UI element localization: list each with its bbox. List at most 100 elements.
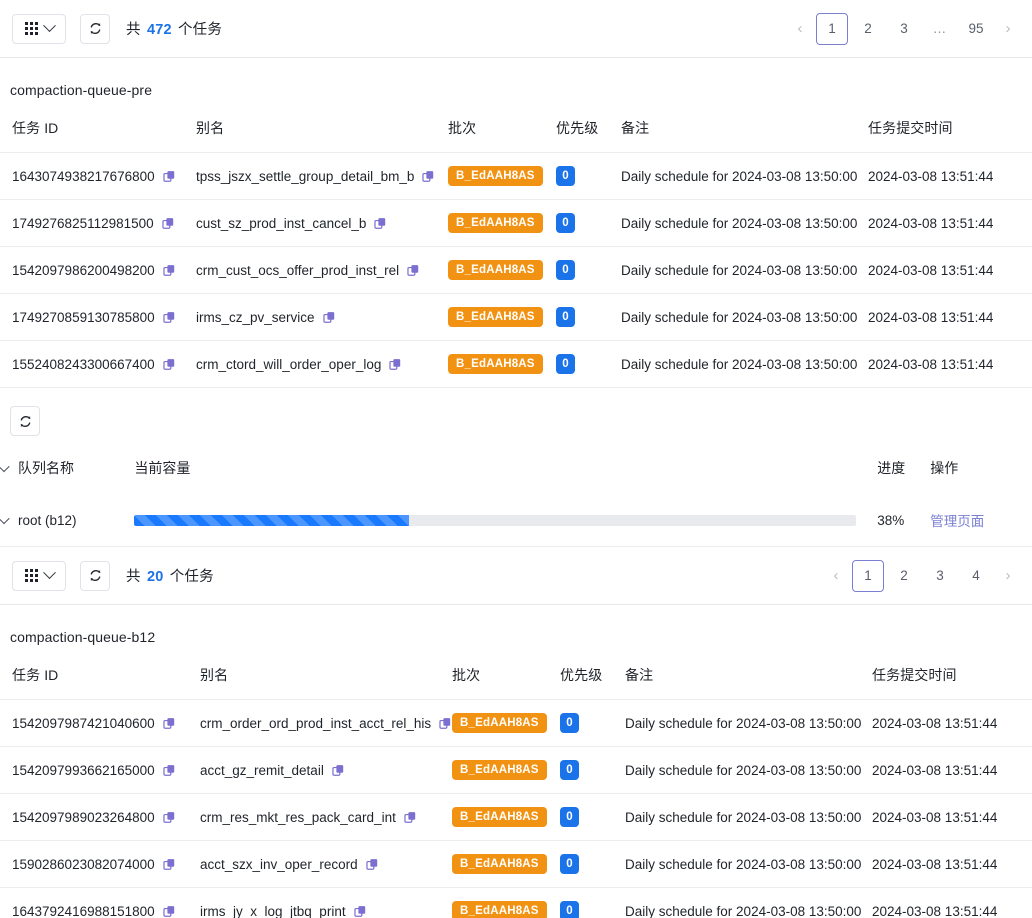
chevron-down-icon[interactable] — [0, 460, 10, 473]
copy-icon[interactable] — [332, 764, 345, 777]
alias-value: crm_ctord_will_order_oper_log — [196, 356, 382, 372]
column-header-progress[interactable]: 进度 — [877, 460, 906, 476]
copy-icon[interactable] — [162, 217, 175, 230]
pagination-page-1[interactable]: 1 — [852, 559, 884, 592]
copy-icon[interactable] — [163, 811, 176, 824]
column-header-priority[interactable]: 优先级 — [560, 667, 603, 683]
pagination-prev[interactable]: ‹ — [833, 567, 839, 584]
table-row[interactable]: 1643074938217676800 tpss_jszx_settle_gro… — [0, 152, 1032, 200]
column-header-action[interactable]: 操作 — [930, 460, 959, 476]
copy-icon[interactable] — [163, 764, 176, 777]
cell-alias: acct_szx_inv_oper_record — [200, 840, 452, 888]
queue-row[interactable]: root (b12) 38% 管理页面 — [0, 496, 1032, 547]
copy-icon[interactable] — [163, 905, 176, 918]
table-row[interactable]: 1590286023082074000 acct_szx_inv_oper_re… — [0, 840, 1032, 888]
cell-note: Daily schedule for 2024-03-08 13:50:00 — [625, 746, 872, 794]
cell-priority: 0 — [560, 793, 625, 841]
alias-value: tpss_jszx_settle_group_detail_bm_b — [196, 168, 415, 184]
cell-batch: B_EdAAH8AS — [448, 293, 556, 341]
count-prefix: 共 — [126, 569, 141, 585]
pagination-page-4[interactable]: 4 — [972, 568, 980, 583]
cell-priority: 0 — [556, 340, 621, 387]
pagination-next[interactable]: › — [1005, 20, 1011, 37]
pagination-section-one: ‹ 1 2 3 … 95 › — [786, 12, 1022, 45]
copy-icon[interactable] — [439, 717, 452, 730]
refresh-icon — [20, 415, 30, 427]
cell-priority: 0 — [560, 887, 625, 918]
copy-icon[interactable] — [404, 811, 417, 824]
table-row[interactable]: 1542097989023264800 crm_res_mkt_res_pack… — [0, 793, 1032, 841]
pagination-next[interactable]: › — [1005, 567, 1011, 584]
column-header-batch[interactable]: 批次 — [448, 120, 477, 136]
cell-progress: 38% — [877, 496, 931, 547]
copy-icon[interactable] — [322, 311, 336, 324]
column-header-alias[interactable]: 别名 — [196, 120, 225, 136]
table-row[interactable]: 1542097987421040600 crm_order_ord_prod_i… — [0, 699, 1032, 747]
pagination-page-1[interactable]: 1 — [816, 12, 848, 45]
copy-icon[interactable] — [163, 264, 176, 277]
copy-icon[interactable] — [365, 858, 379, 871]
cell-submit-time: 2024-03-08 13:51:44 — [868, 152, 1032, 200]
refresh-icon — [90, 570, 100, 581]
column-header-submit-time[interactable]: 任务提交时间 — [868, 120, 953, 136]
manage-page-link[interactable]: 管理页面 — [930, 514, 985, 529]
pagination-page-3[interactable]: 3 — [936, 568, 944, 583]
column-header-priority[interactable]: 优先级 — [556, 120, 599, 136]
column-header-batch[interactable]: 批次 — [452, 667, 481, 683]
copy-icon[interactable] — [389, 358, 402, 371]
table-row[interactable]: 1749276825112981500 cust_sz_prod_inst_ca… — [0, 199, 1032, 247]
column-header-task-id[interactable]: 任务 ID — [12, 667, 59, 683]
task-id-value: 1643074938217676800 — [12, 168, 155, 184]
copy-icon[interactable] — [353, 905, 367, 918]
task-id-value: 1542097993662165000 — [12, 762, 155, 778]
copy-icon[interactable] — [163, 717, 176, 730]
refresh-button[interactable] — [80, 560, 110, 591]
column-header-note[interactable]: 备注 — [621, 120, 650, 136]
copy-icon[interactable] — [422, 170, 435, 183]
column-header-note[interactable]: 备注 — [625, 667, 654, 683]
task-table-section-one: 任务 ID 别名 批次 优先级 备注 任务提交时间 16430749382176… — [0, 98, 1032, 387]
table-row[interactable]: 1552408243300667400 crm_ctord_will_order… — [0, 340, 1032, 387]
grid-view-button[interactable] — [12, 560, 66, 591]
task-id-value: 1542097986200498200 — [12, 262, 155, 278]
column-header-task-id[interactable]: 任务 ID — [12, 120, 59, 136]
cell-alias: crm_cust_ocs_offer_prod_inst_rel — [196, 246, 448, 294]
column-header-queue-name[interactable]: 队列名称 — [0, 458, 134, 496]
chevron-down-icon[interactable] — [0, 513, 10, 525]
batch-badge: B_EdAAH8AS — [448, 307, 543, 327]
section-divider — [0, 387, 1032, 388]
cell-task-id: 1643074938217676800 — [0, 152, 196, 200]
copy-icon[interactable] — [163, 170, 176, 183]
pagination-page-3[interactable]: 3 — [900, 21, 908, 36]
refresh-button[interactable] — [80, 13, 110, 44]
batch-badge: B_EdAAH8AS — [448, 166, 543, 186]
batch-badge: B_EdAAH8AS — [448, 260, 543, 280]
table-row[interactable]: 1749270859130785800 irms_cz_pv_service B… — [0, 293, 1032, 341]
column-header-submit-time[interactable]: 任务提交时间 — [872, 667, 957, 683]
copy-icon[interactable] — [374, 217, 387, 230]
priority-badge: 0 — [560, 760, 579, 780]
priority-badge: 0 — [556, 166, 575, 186]
cell-task-id: 1552408243300667400 — [0, 340, 196, 387]
copy-icon[interactable] — [163, 311, 176, 324]
column-header-capacity[interactable]: 当前容量 — [134, 460, 191, 476]
cell-priority: 0 — [556, 152, 621, 200]
pagination-prev[interactable]: ‹ — [797, 20, 803, 37]
pagination-ellipsis[interactable]: … — [932, 21, 948, 36]
column-header-alias[interactable]: 别名 — [200, 667, 229, 683]
pagination-page-last[interactable]: 95 — [968, 21, 984, 36]
copy-icon[interactable] — [407, 264, 420, 277]
copy-icon[interactable] — [163, 358, 176, 371]
table-header-row: 任务 ID 别名 批次 优先级 备注 任务提交时间 — [0, 98, 1032, 153]
cell-task-id: 1542097987421040600 — [0, 699, 200, 747]
pagination-page-2[interactable]: 2 — [864, 21, 872, 36]
queue-refresh-button[interactable] — [10, 406, 40, 436]
alias-value: crm_res_mkt_res_pack_card_int — [200, 809, 396, 825]
table-row[interactable]: 1542097986200498200 crm_cust_ocs_offer_p… — [0, 246, 1032, 294]
batch-badge: B_EdAAH8AS — [452, 901, 547, 918]
grid-view-button[interactable] — [12, 13, 66, 44]
pagination-page-2[interactable]: 2 — [900, 568, 908, 583]
table-row[interactable]: 1643792416988151800 irms_jy_x_log_jtbq_p… — [0, 887, 1032, 918]
copy-icon[interactable] — [163, 858, 176, 871]
table-row[interactable]: 1542097993662165000 acct_gz_remit_detail… — [0, 746, 1032, 794]
